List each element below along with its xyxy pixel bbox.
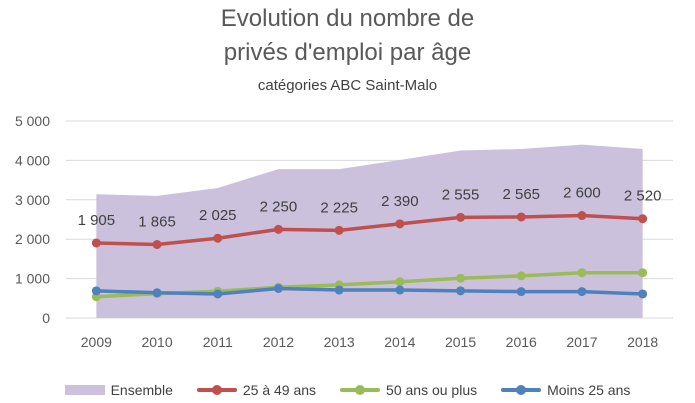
data-label-25-49-ans-2009: 1 905: [78, 212, 116, 229]
chart-title-line-1: Evolution du nombre de: [220, 5, 475, 32]
point-moins-25-ans-2017: [577, 287, 587, 297]
legend-item-25-49: 25 à 49 ans: [196, 382, 317, 398]
y-tick-label: 2 000: [15, 231, 50, 247]
y-tick-label: 1 000: [15, 271, 50, 287]
data-label-25-49-ans-2015: 2 555: [442, 186, 480, 203]
point-25-49-ans-2009: [91, 238, 101, 248]
legend-label-ensemble: Ensemble: [110, 382, 173, 398]
legend-item-50-plus: 50 ans ou plus: [340, 382, 477, 398]
point-moins-25-ans-2011: [213, 289, 223, 299]
x-tick-label-2010: 2010: [141, 334, 172, 350]
point-moins-25-ans-2018: [638, 289, 648, 299]
point-25-49-ans-2010: [152, 240, 162, 250]
point-50-ans-ou-plus-2015: [456, 273, 466, 283]
point-moins-25-ans-2012: [273, 283, 283, 293]
data-label-25-49-ans-2013: 2 225: [320, 199, 358, 216]
point-25-49-ans-2012: [273, 224, 283, 234]
data-label-25-49-ans-2011: 2 025: [199, 207, 237, 224]
point-25-49-ans-2017: [577, 211, 587, 221]
legend-swatch-25-49: [196, 384, 237, 396]
line-series-layer: [91, 211, 648, 302]
chart-title-line-2: privés d'emploi par âge: [223, 39, 472, 66]
area-series-ensemble: [96, 144, 643, 318]
data-label-25-49-ans-2018: 2 520: [624, 188, 662, 205]
legend-label-moins-25: Moins 25 ans: [547, 382, 631, 398]
x-tick-label-2015: 2015: [445, 334, 476, 350]
x-tick-label-2014: 2014: [384, 334, 415, 350]
x-tick-label-2017: 2017: [566, 334, 597, 350]
y-tick-label: 5 000: [15, 113, 50, 129]
point-moins-25-ans-2013: [334, 285, 344, 295]
point-25-49-ans-2016: [516, 212, 526, 222]
y-tick-label: 3 000: [15, 192, 50, 208]
legend-label-50-plus: 50 ans ou plus: [386, 382, 478, 398]
y-tick-label: 0: [42, 310, 50, 326]
x-tick-label-2009: 2009: [81, 334, 112, 350]
chart-legend: Ensemble 25 à 49 ans 50 ans ou plus Moin…: [0, 379, 695, 401]
data-label-25-49-ans-2010: 1 865: [138, 214, 176, 231]
point-25-49-ans-2018: [638, 214, 648, 224]
x-tick-label-2013: 2013: [324, 334, 355, 350]
line-series-25-49-ans: [94, 213, 645, 247]
legend-item-moins-25: Moins 25 ans: [501, 382, 630, 398]
area-series-layer: [96, 144, 643, 318]
data-label-25-49-ans-2017: 2 600: [563, 185, 601, 202]
point-moins-25-ans-2014: [395, 285, 405, 295]
line-series-moins-25-ans: [94, 286, 645, 296]
chart-title-block: Evolution du nombre de privés d'emploi p…: [0, 2, 695, 96]
point-moins-25-ans-2010: [152, 288, 162, 298]
x-tick-label-2011: 2011: [203, 334, 233, 350]
point-25-49-ans-2011: [213, 233, 223, 243]
x-tick-label-2018: 2018: [627, 334, 658, 350]
chart-subtitle: catégories ABC Saint-Malo: [257, 77, 438, 94]
point-50-ans-ou-plus-2018: [638, 268, 648, 278]
data-label-25-49-ans-2012: 2 250: [260, 198, 298, 215]
point-moins-25-ans-2016: [516, 287, 526, 297]
data-label-25-49-ans-2014: 2 390: [381, 193, 419, 210]
point-50-ans-ou-plus-2017: [577, 268, 587, 278]
point-moins-25-ans-2015: [456, 286, 466, 296]
legend-swatch-moins-25: [501, 384, 542, 396]
axis-tick-labels: 0 1 000 2 000 3 000 4 000 5 000 2009 2010 2011 20…: [15, 113, 658, 350]
y-tick-label: 4 000: [15, 152, 50, 168]
point-25-49-ans-2015: [456, 212, 466, 222]
point-moins-25-ans-2009: [91, 286, 101, 296]
legend-item-ensemble: Ensemble: [64, 382, 173, 398]
x-tick-label-2012: 2012: [263, 334, 294, 350]
legend-label-25-49: 25 à 49 ans: [242, 382, 317, 398]
point-50-ans-ou-plus-2014: [395, 277, 405, 287]
legend-swatch-50-plus: [340, 384, 381, 396]
x-tick-label-2016: 2016: [506, 334, 537, 350]
data-labels-layer: 1 905 1 865 2 025 2 250 2 225 2 390 2 555 2 565…: [78, 185, 662, 231]
point-25-49-ans-2014: [395, 219, 405, 229]
data-label-25-49-ans-2016: 2 565: [502, 186, 540, 203]
point-25-49-ans-2013: [334, 225, 344, 235]
legend-swatch-ensemble: [64, 385, 105, 395]
point-50-ans-ou-plus-2016: [516, 271, 526, 281]
